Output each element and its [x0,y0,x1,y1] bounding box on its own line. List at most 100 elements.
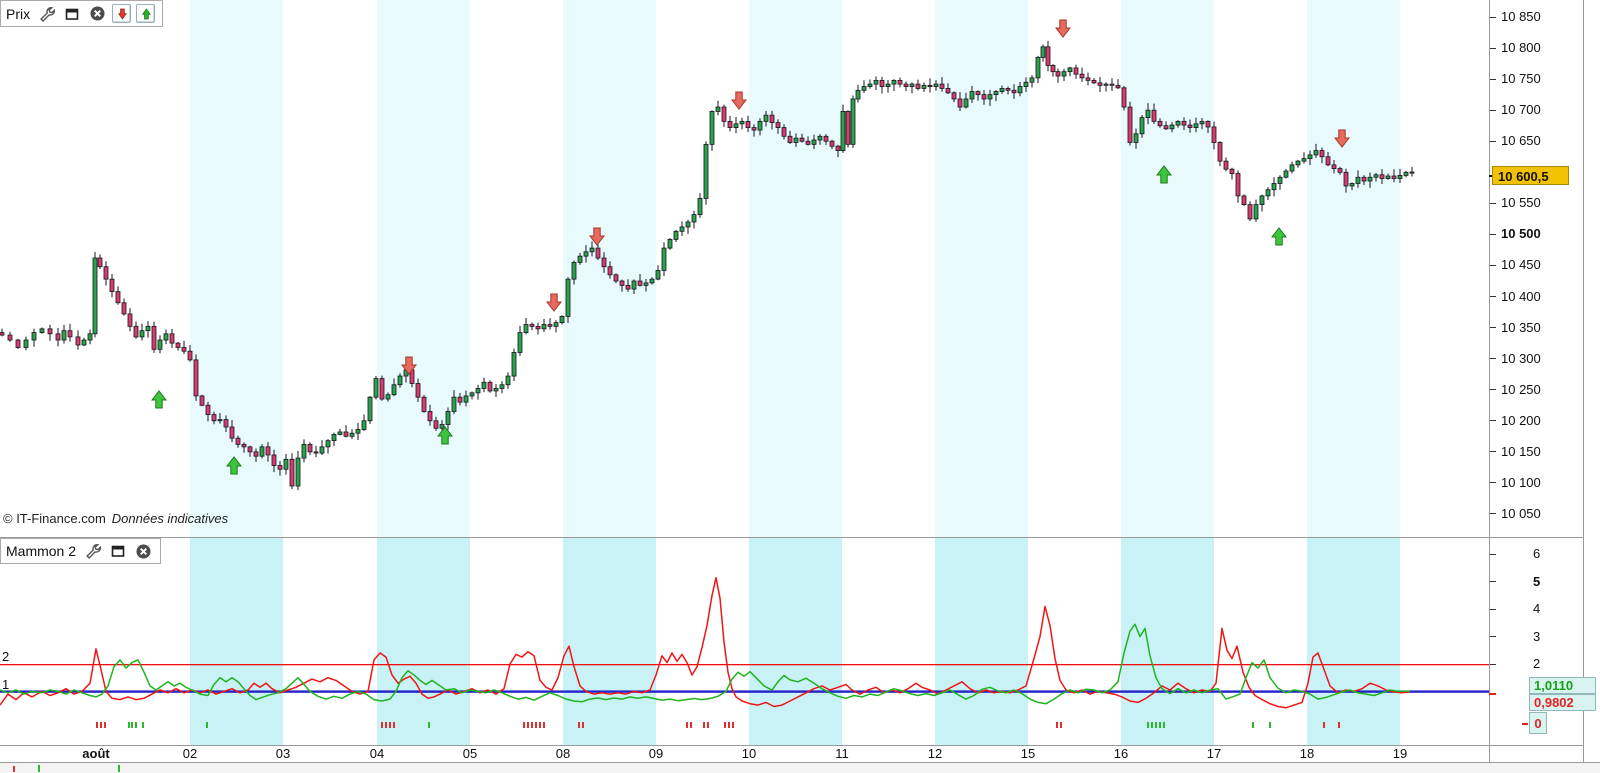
indicator-panel-title: Mammon 2 [6,543,77,559]
price-axis-tick: 10 450 [1501,257,1541,272]
level-1-inline-label: 1 [2,677,10,692]
close-icon[interactable] [87,4,107,24]
tick-mark [1490,581,1496,582]
date-axis-label: 11 [835,746,849,761]
tick-mark [1490,609,1496,610]
buy-signal-arrow [1270,227,1288,246]
wrench-icon[interactable] [83,541,103,561]
price-axis-tick: 10 050 [1501,506,1541,521]
indicator-red-value-tag: 0,9802 [1529,694,1596,711]
price-axis-tick: 10 150 [1501,444,1541,459]
price-panel-toolbar: Prix [0,0,164,27]
date-axis-label: 10 [741,746,757,761]
date-axis-label: 05 [462,746,478,761]
date-axis-bottom-border [0,762,1600,763]
tick-mark [1490,482,1496,483]
date-axis-label: 15 [1020,746,1036,761]
tick-mark [1490,48,1496,49]
price-axis-tick: 10 500 [1501,226,1541,241]
sell-signal-arrow [545,293,563,312]
tick-mark [1490,636,1496,637]
sell-signal-arrow [730,91,748,110]
sell-signal-arrow [1054,19,1072,38]
last-price-tag: 10 600,5 [1492,166,1569,185]
tick-mark [1490,358,1496,359]
window-icon[interactable] [62,4,82,24]
tick-mark [1490,327,1496,328]
price-axis-tick: 10 200 [1501,413,1541,428]
tick-mark [1490,554,1496,555]
date-axis-label: 18 [1299,746,1315,761]
tick-mark [1490,141,1496,142]
copyright-text: © IT-Finance.com [3,511,106,526]
sell-signal-arrow [588,227,606,246]
price-axis-tick: 10 350 [1501,320,1541,335]
date-axis-top-border [0,745,1583,746]
date-axis-label: 03 [275,746,291,761]
tick-mark [1490,420,1496,421]
date-axis-label: 04 [369,746,385,761]
indicator-axis-tick: 2 [1533,656,1541,671]
date-axis-label: 12 [927,746,943,761]
price-axis-tick: 10 250 [1501,382,1541,397]
close-icon[interactable] [133,541,153,561]
indicator-value-tick [1489,693,1496,695]
sell-arrow-icon[interactable] [112,4,132,23]
indicator-axis-tick: 5 [1533,574,1541,589]
panel-divider [0,537,1583,538]
zero-level-tick [1522,723,1528,725]
price-axis-tick: 10 700 [1501,102,1541,117]
tick-mark [1490,389,1496,390]
date-axis-label: 08 [555,746,571,761]
tick-mark [1490,451,1496,452]
indicator-zero-tag: 0 [1529,712,1547,734]
price-axis-tick: 10 750 [1501,71,1541,86]
tick-mark [1490,17,1496,18]
tick-mark [1490,110,1496,111]
sell-signal-arrow [1333,129,1351,148]
buy-signal-arrow [225,456,243,475]
window-icon[interactable] [108,541,128,561]
indicator-green-value-tag: 1,0110 [1529,677,1596,694]
date-axis-label: 17 [1206,746,1222,761]
chart-canvas[interactable] [0,0,1490,745]
price-axis-tick: 10 300 [1501,351,1541,366]
tick-mark [1490,234,1496,235]
wrench-icon[interactable] [37,4,57,24]
date-axis-label: 09 [648,746,664,761]
indicator-axis-tick: 3 [1533,629,1541,644]
price-axis-tick: 10 850 [1501,9,1541,24]
candlestick-series [0,40,1415,491]
signal-marks [96,722,1340,728]
price-axis-tick: 10 550 [1501,195,1541,210]
date-axis-label: 02 [182,746,198,761]
price-panel-title: Prix [6,5,31,22]
buy-signal-arrow [436,426,454,445]
sell-signal-arrow [400,356,418,375]
level-line-2 [0,664,1489,666]
next-panel-green-mark [118,765,120,772]
price-axis-tick: 10 100 [1501,475,1541,490]
oscillator-green-line [0,623,1411,705]
date-axis-label: 19 [1392,746,1408,761]
buy-arrow-icon[interactable] [136,4,156,23]
price-axis-tick: 10 650 [1501,133,1541,148]
next-panel-green-mark [38,765,40,772]
bottom-strip [0,763,1600,773]
buy-signal-arrow [150,390,168,409]
price-axis-tick: 10 400 [1501,289,1541,304]
copyright-line: © IT-Finance.com Données indicatives [3,511,228,526]
tick-mark [1490,664,1496,665]
next-panel-red-mark [13,766,15,772]
indicator-panel-toolbar: Mammon 2 [0,538,162,564]
tick-mark [1490,203,1496,204]
tick-mark [1490,265,1496,266]
session-bands [190,0,1400,745]
level-line-1 [0,690,1489,693]
tick-mark [1490,513,1496,514]
price-axis-tick: 10 800 [1501,40,1541,55]
date-axis-label: 16 [1113,746,1129,761]
axis-left-border [1489,0,1490,762]
indicator-axis-tick: 6 [1533,546,1541,561]
axis-right-border [1583,0,1584,762]
